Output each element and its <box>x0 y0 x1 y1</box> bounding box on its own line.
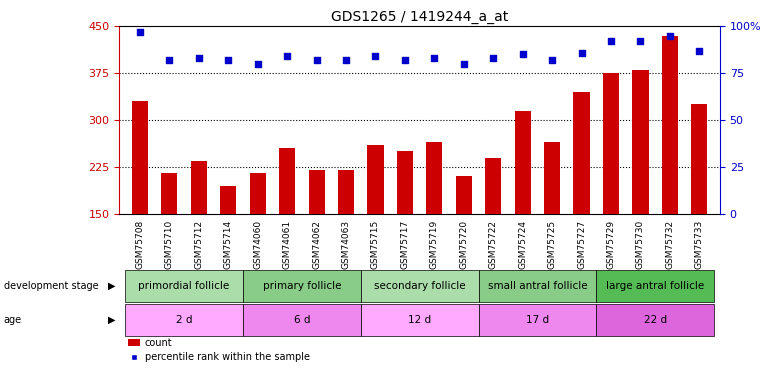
Bar <box>603 73 619 308</box>
Point <box>634 38 647 44</box>
Bar <box>161 173 178 308</box>
Legend: count, percentile rank within the sample: count, percentile rank within the sample <box>124 334 313 366</box>
Text: 12 d: 12 d <box>408 315 431 325</box>
Point <box>517 51 529 57</box>
Point <box>575 50 588 55</box>
Bar <box>361 304 478 336</box>
Text: 22 d: 22 d <box>644 315 667 325</box>
Bar <box>632 70 648 308</box>
Text: primordial follicle: primordial follicle <box>139 281 229 291</box>
Bar <box>361 270 478 302</box>
Point <box>192 55 205 61</box>
Bar <box>132 101 148 308</box>
Bar <box>574 92 590 308</box>
Bar <box>243 270 361 302</box>
Bar <box>397 151 413 308</box>
Point <box>428 55 440 61</box>
Point <box>664 33 676 39</box>
Bar <box>243 304 361 336</box>
Bar <box>478 304 596 336</box>
Point <box>163 57 176 63</box>
Title: GDS1265 / 1419244_a_at: GDS1265 / 1419244_a_at <box>331 10 508 24</box>
Point <box>222 57 234 63</box>
Point <box>546 57 558 63</box>
Text: small antral follicle: small antral follicle <box>487 281 588 291</box>
Point <box>310 57 323 63</box>
Bar <box>544 142 561 308</box>
Text: age: age <box>4 315 22 325</box>
Bar <box>427 142 443 308</box>
Point <box>457 61 470 67</box>
Point <box>252 61 264 67</box>
Bar <box>478 270 596 302</box>
Bar <box>691 104 708 308</box>
Bar <box>191 160 207 308</box>
Text: 6 d: 6 d <box>293 315 310 325</box>
Bar <box>309 170 325 308</box>
Bar <box>126 304 243 336</box>
Point <box>281 53 293 59</box>
Text: ▶: ▶ <box>108 281 116 291</box>
Text: large antral follicle: large antral follicle <box>606 281 705 291</box>
Point <box>693 48 705 54</box>
Text: 17 d: 17 d <box>526 315 549 325</box>
Bar <box>661 36 678 308</box>
Point <box>399 57 411 63</box>
Bar <box>367 145 383 308</box>
Bar <box>456 176 472 308</box>
Bar <box>338 170 354 308</box>
Point <box>370 53 382 59</box>
Point <box>134 29 146 35</box>
Point <box>340 57 352 63</box>
Bar <box>485 158 501 308</box>
Text: ▶: ▶ <box>108 315 116 325</box>
Bar <box>279 148 295 308</box>
Bar <box>220 186 236 308</box>
Point <box>605 38 618 44</box>
Bar <box>249 173 266 308</box>
Bar <box>126 270 243 302</box>
Point <box>487 55 500 61</box>
Text: secondary follicle: secondary follicle <box>374 281 465 291</box>
Text: primary follicle: primary follicle <box>263 281 341 291</box>
Text: development stage: development stage <box>4 281 99 291</box>
Text: 2 d: 2 d <box>176 315 192 325</box>
Bar <box>514 111 531 308</box>
Bar <box>596 304 714 336</box>
Bar <box>596 270 714 302</box>
